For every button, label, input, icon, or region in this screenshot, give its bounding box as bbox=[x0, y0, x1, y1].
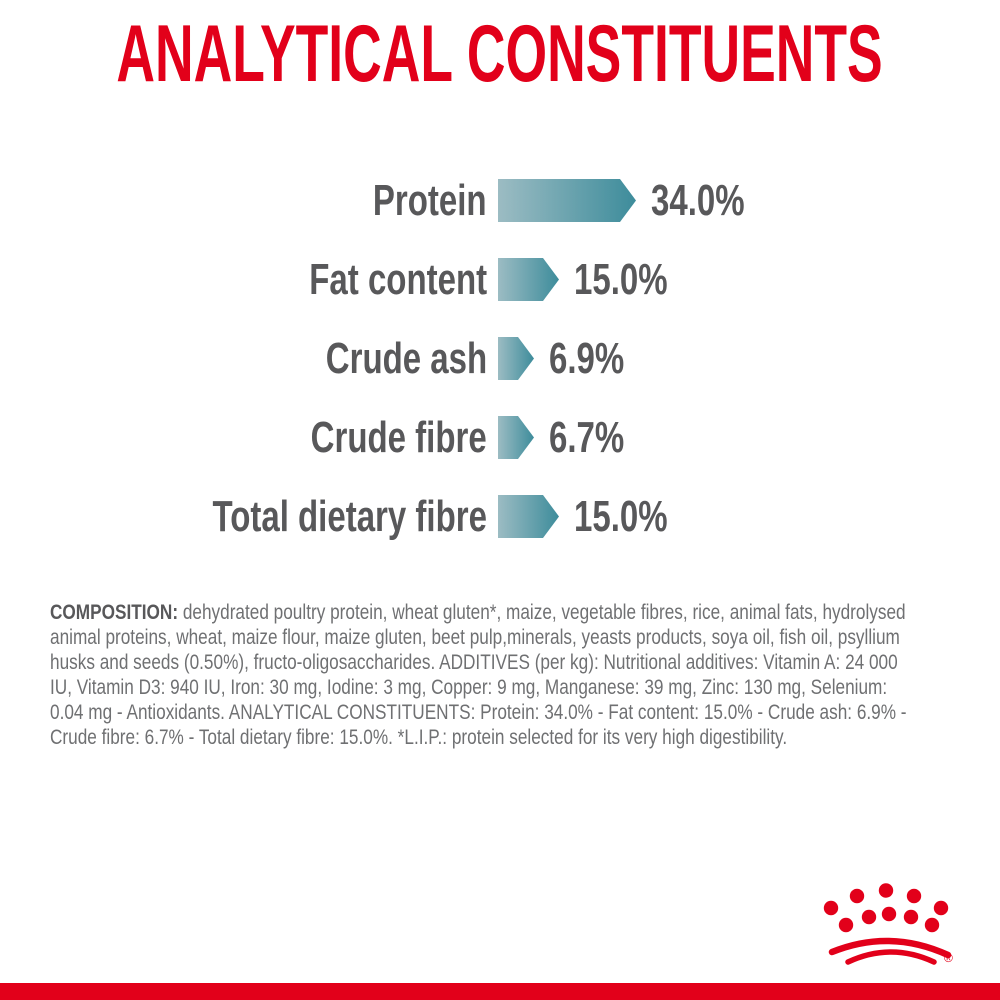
constituent-row-total-dietary-fibre: Total dietary fibre 15.0% bbox=[0, 477, 1000, 556]
constituent-label: Crude fibre bbox=[310, 412, 487, 462]
constituent-label-cell: Crude ash bbox=[0, 333, 487, 383]
constituent-label-cell: Protein bbox=[0, 175, 487, 225]
constituent-row-crude-fibre: Crude fibre 6.7% bbox=[0, 398, 1000, 477]
constituent-value-cell: 34.0% bbox=[651, 175, 776, 225]
crown-dots bbox=[823, 883, 949, 933]
total-dietary-fibre-bar bbox=[498, 495, 559, 538]
constituent-label: Protein bbox=[373, 175, 487, 225]
crude-ash-bar bbox=[498, 337, 534, 380]
constituent-row-crude-ash: Crude ash 6.9% bbox=[0, 319, 1000, 398]
constituent-value: 6.7% bbox=[549, 412, 625, 462]
protein-bar bbox=[498, 179, 636, 222]
constituent-value: 15.0% bbox=[574, 491, 668, 541]
constituent-row-protein: Protein 34.0% bbox=[0, 161, 1000, 240]
constituent-label: Fat content bbox=[309, 254, 487, 304]
constituents-chart: Protein 34.0% Fat content 15.0% Crude as… bbox=[0, 161, 1000, 556]
composition-label: COMPOSITION: bbox=[50, 600, 179, 624]
page-title-text: ANALYTICAL CONSTITUENTS bbox=[116, 9, 884, 99]
constituent-label-cell: Total dietary fibre bbox=[0, 491, 487, 541]
constituent-label-cell: Fat content bbox=[0, 254, 487, 304]
constituent-value-cell: 15.0% bbox=[574, 254, 699, 304]
constituent-label-cell: Crude fibre bbox=[0, 412, 487, 462]
constituent-row-fat-content: Fat content 15.0% bbox=[0, 240, 1000, 319]
constituent-value: 6.9% bbox=[549, 333, 625, 383]
fat-content-bar bbox=[498, 258, 559, 301]
constituent-value-cell: 15.0% bbox=[574, 491, 699, 541]
constituent-value-cell: 6.9% bbox=[549, 333, 649, 383]
bottom-red-bar bbox=[0, 983, 1000, 1000]
constituent-value: 34.0% bbox=[651, 175, 745, 225]
composition-text: COMPOSITION: dehydrated poultry protein,… bbox=[50, 600, 910, 750]
crude-fibre-bar bbox=[498, 416, 534, 459]
composition-body: dehydrated poultry protein, wheat gluten… bbox=[50, 600, 907, 749]
constituent-value-cell: 6.7% bbox=[549, 412, 649, 462]
constituent-label: Crude ash bbox=[325, 333, 487, 383]
constituent-label: Total dietary fibre bbox=[212, 491, 487, 541]
crown-swoosh bbox=[828, 937, 952, 965]
page-title: ANALYTICAL CONSTITUENTS bbox=[0, 14, 1000, 95]
royal-canin-crown-icon: ® bbox=[823, 883, 953, 965]
registered-trademark-icon: ® bbox=[944, 951, 953, 965]
constituent-value: 15.0% bbox=[574, 254, 668, 304]
